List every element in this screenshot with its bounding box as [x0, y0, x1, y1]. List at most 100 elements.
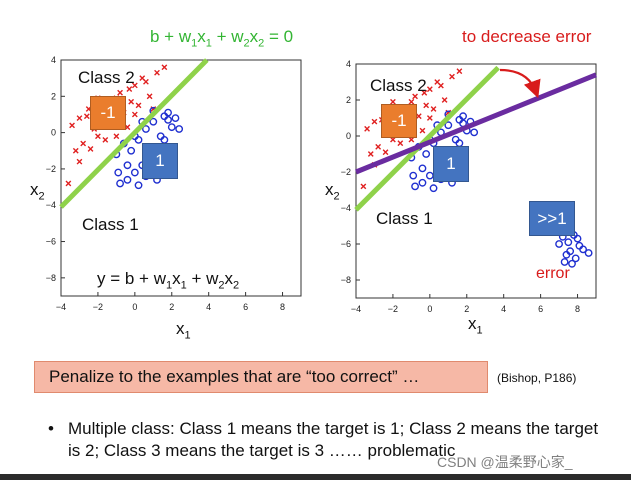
class2-point	[128, 98, 135, 105]
x-tick-label: 4	[206, 302, 211, 312]
plot-frame	[355, 63, 597, 299]
class2-point	[161, 64, 168, 71]
class1-point	[455, 115, 464, 124]
x-tick-label: −2	[93, 302, 103, 312]
class1-point	[560, 258, 569, 266]
class2-point	[449, 73, 455, 80]
y-tick-label: 4	[346, 59, 351, 69]
watermark: CSDN @温柔野心家_	[437, 454, 573, 470]
x-tick-label: 8	[575, 304, 580, 314]
class1-point	[116, 179, 124, 188]
y-tick-label: 2	[51, 91, 56, 101]
class1-point	[123, 161, 132, 170]
class2-point	[382, 149, 389, 156]
shifted-boundary-line	[355, 72, 597, 175]
class2-point	[430, 106, 437, 112]
class1-point	[422, 150, 431, 158]
class1-point	[409, 171, 418, 180]
class2-point	[117, 89, 123, 96]
class1-point	[470, 128, 479, 137]
x-tick-label: 6	[538, 304, 543, 314]
class1-point	[571, 254, 580, 263]
x-tick-label: 6	[243, 302, 248, 312]
class2-point	[421, 89, 428, 96]
boundary-equation: b + w1x1 + w2x2 = 0	[150, 27, 294, 50]
class1-point	[156, 132, 165, 141]
citation: (Bishop, P186)	[497, 371, 577, 385]
class1-point	[123, 175, 132, 184]
class2-point	[456, 68, 463, 75]
class1-point	[429, 184, 438, 193]
decision-boundary-line	[59, 58, 209, 209]
x-tick-label: 8	[280, 302, 285, 312]
y-tick-label: −8	[341, 275, 351, 285]
class2-point	[408, 136, 415, 143]
left-x-axis-label: x1	[176, 319, 191, 342]
class1-point	[562, 250, 571, 259]
class1-point	[171, 114, 180, 122]
class2-point	[375, 143, 382, 150]
class1-point	[451, 135, 460, 144]
class2-point	[135, 102, 142, 109]
x-tick-label: 4	[501, 304, 506, 314]
x-tick-label: −4	[56, 302, 66, 312]
class1-point	[175, 125, 184, 133]
y-tick-label: 0	[51, 128, 56, 138]
outlier-tag: >>1	[529, 201, 575, 236]
y-tick-label: −6	[341, 239, 351, 249]
class1-point	[164, 108, 172, 117]
class2-point	[76, 115, 83, 121]
y-tick-label: −4	[46, 200, 56, 210]
class1-point	[114, 168, 123, 177]
class1-point	[418, 178, 427, 187]
class2-point	[69, 122, 75, 129]
bullet-item: • Multiple class: Class 1 means the targ…	[48, 418, 608, 462]
right-x-axis-label: x1	[468, 314, 483, 337]
class2-point	[83, 113, 90, 120]
class2-point	[146, 93, 153, 100]
class2-point	[423, 102, 430, 109]
class2-point	[102, 136, 109, 143]
y-tick-label: 0	[346, 131, 351, 141]
plot-frame	[60, 59, 302, 297]
class2-point	[131, 82, 138, 89]
class1-point	[127, 146, 136, 155]
class2-point	[441, 97, 448, 103]
class2-point	[95, 133, 101, 140]
class1-point	[584, 249, 593, 257]
class2-point	[390, 136, 396, 143]
class2-point	[397, 140, 404, 147]
y-tick-label: −6	[46, 237, 56, 247]
left-class1-label: Class 1	[82, 215, 139, 234]
x-tick-label: 0	[132, 302, 137, 312]
decrease-error-title: to decrease error	[462, 27, 592, 46]
left-y-axis-label: x2	[30, 180, 45, 203]
class1-point	[167, 123, 176, 132]
class2-point	[390, 98, 396, 105]
class2-point	[419, 127, 426, 134]
class2-point	[364, 125, 370, 132]
y-tick-label: −2	[46, 164, 56, 174]
class1-point	[564, 238, 573, 247]
right-pos-tag: 1	[433, 146, 469, 182]
class1-point	[130, 168, 139, 177]
class1-point	[418, 164, 427, 173]
penalize-text: Penalize to the examples that are “too c…	[49, 367, 420, 386]
class2-point	[131, 111, 138, 118]
original-boundary-line	[354, 65, 500, 212]
class2-point	[65, 180, 72, 187]
class1-point	[555, 240, 563, 248]
class2-point	[360, 183, 367, 190]
left-neg-tag: -1	[90, 96, 126, 130]
class1-point	[568, 259, 576, 268]
right-y-axis-label: x2	[325, 180, 340, 203]
class2-point	[139, 75, 146, 82]
error-arrow	[499, 68, 541, 99]
class1-point	[134, 181, 143, 190]
class2-point	[113, 133, 120, 140]
class2-point	[87, 146, 94, 152]
y-tick-label: 2	[346, 95, 351, 105]
right-class1-label: Class 1	[376, 209, 433, 228]
bottom-bar	[0, 474, 631, 480]
